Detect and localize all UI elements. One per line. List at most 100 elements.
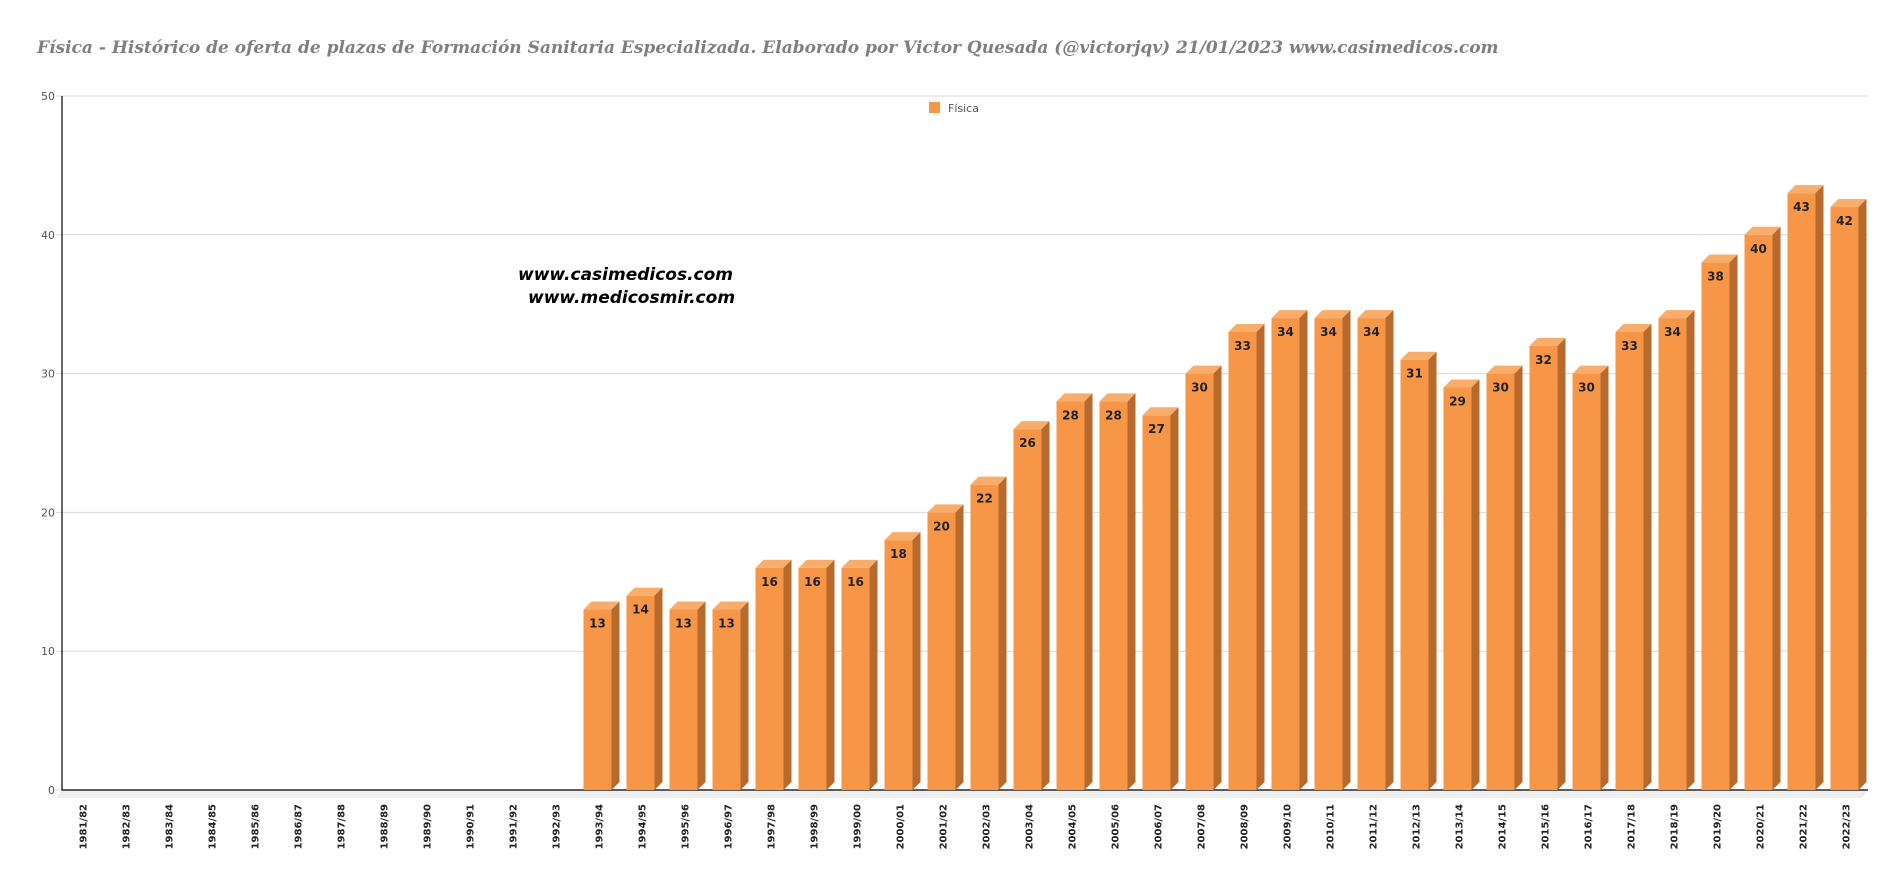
y-tick-label: 20 <box>41 506 55 519</box>
data-label: 13 <box>589 617 606 631</box>
x-tick-label: 2020/21 <box>1756 804 1767 849</box>
data-label: 13 <box>718 617 735 631</box>
watermark-line-1: www.casimedicos.com <box>518 265 734 285</box>
data-label: 33 <box>1234 339 1251 353</box>
y-tick-label: 10 <box>41 645 55 658</box>
x-tick-label: 2013/14 <box>1455 804 1466 849</box>
x-tick-label: 1985/86 <box>251 804 262 849</box>
x-tick-label: 2016/17 <box>1584 804 1595 849</box>
bar <box>583 601 620 790</box>
data-labels: 13 14 13 13 16 16 16 18 20 22 26 28 28 27 30 33 34 34 34 31… <box>589 200 1853 630</box>
x-tick-label: 2022/23 <box>1842 804 1853 849</box>
data-label: 32 <box>1535 353 1552 367</box>
x-tick-label: 2012/13 <box>1412 804 1423 849</box>
data-label: 38 <box>1707 270 1724 284</box>
x-tick-label: 2011/12 <box>1369 804 1380 849</box>
data-label: 30 <box>1578 381 1595 395</box>
axes <box>56 96 1868 798</box>
x-tick-label: 2002/03 <box>982 804 993 849</box>
x-tick-label: 1995/96 <box>681 804 692 849</box>
bar <box>1357 310 1394 790</box>
bar <box>1099 393 1136 790</box>
data-label: 33 <box>1621 339 1638 353</box>
x-tick-label: 1987/88 <box>337 804 348 849</box>
bar <box>1013 421 1050 790</box>
bar <box>755 559 792 790</box>
x-tick-label: 2018/19 <box>1670 804 1681 849</box>
data-label: 26 <box>1019 436 1036 450</box>
bar <box>1572 365 1609 790</box>
x-tick-label: 2007/08 <box>1197 804 1208 849</box>
x-tick-label: 2006/07 <box>1154 804 1165 849</box>
data-label: 34 <box>1277 325 1294 339</box>
bar <box>1400 351 1437 790</box>
x-tick-label: 1992/93 <box>552 804 563 849</box>
data-label: 22 <box>976 492 993 506</box>
bar <box>626 587 663 790</box>
x-tick-label: 2000/01 <box>896 804 907 849</box>
x-tick-label: 2009/10 <box>1283 804 1294 849</box>
x-tick-label: 1998/99 <box>810 804 821 849</box>
bar <box>841 559 878 790</box>
bar <box>712 601 749 790</box>
watermark-line-2: www.medicosmir.com <box>528 288 736 308</box>
data-label: 14 <box>632 603 649 617</box>
x-tick-label: 1997/98 <box>767 804 778 849</box>
bar <box>884 532 921 790</box>
x-tick-label: 1983/84 <box>165 804 176 849</box>
bar <box>1658 310 1695 790</box>
x-tick-label: 2014/15 <box>1498 804 1509 849</box>
x-tick-label: 2008/09 <box>1240 804 1251 849</box>
x-tick-label: 2003/04 <box>1025 804 1036 849</box>
legend-label: Física <box>948 102 979 115</box>
legend: Física <box>929 102 979 115</box>
chart-floor <box>56 790 1868 798</box>
data-label: 20 <box>933 519 950 533</box>
data-label: 31 <box>1406 367 1423 381</box>
x-tick-label: 2015/16 <box>1541 804 1552 849</box>
bar <box>1271 310 1308 790</box>
bar <box>1787 185 1824 790</box>
data-label: 40 <box>1750 242 1767 256</box>
x-tick-label: 2005/06 <box>1111 804 1122 849</box>
bar <box>1314 310 1351 790</box>
data-label: 34 <box>1363 325 1380 339</box>
bar <box>1443 379 1480 790</box>
bar <box>798 559 835 790</box>
data-label: 27 <box>1148 422 1165 436</box>
x-tick-label: 2004/05 <box>1068 804 1079 849</box>
data-label: 34 <box>1664 325 1681 339</box>
bar <box>1615 323 1652 790</box>
y-tick-label: 0 <box>48 784 55 797</box>
y-axis-ticks: 0 10 20 30 40 50 <box>41 90 55 797</box>
x-tick-label: 2019/20 <box>1713 804 1724 849</box>
data-label: 18 <box>890 547 907 561</box>
x-tick-label: 1989/90 <box>423 804 434 849</box>
bar <box>1228 323 1265 790</box>
x-tick-label: 1982/83 <box>122 804 133 849</box>
y-tick-label: 50 <box>41 90 55 103</box>
x-axis-ticks: 1981/82 1982/83 1983/84 1984/85 1985/86 1986/… <box>79 804 1853 849</box>
chart-title: Física - Histórico de oferta de plazas d… <box>37 38 1499 58</box>
x-tick-label: 1988/89 <box>380 804 391 849</box>
y-tick-label: 30 <box>41 368 55 381</box>
bar <box>1142 407 1179 790</box>
data-label: 42 <box>1836 214 1853 228</box>
bars <box>583 185 1867 791</box>
x-tick-label: 2001/02 <box>939 804 950 849</box>
bar <box>970 476 1007 790</box>
x-tick-label: 1981/82 <box>79 804 90 849</box>
data-label: 30 <box>1191 381 1208 395</box>
watermark: www.casimedicos.com www.medicosmir.com <box>518 264 735 310</box>
legend-swatch <box>929 102 940 113</box>
x-tick-label: 1994/95 <box>638 804 649 849</box>
x-tick-label: 1986/87 <box>294 804 305 849</box>
data-label: 16 <box>761 575 778 589</box>
x-tick-label: 1996/97 <box>724 804 735 849</box>
data-label: 29 <box>1449 394 1466 408</box>
data-label: 30 <box>1492 381 1509 395</box>
x-tick-label: 1999/00 <box>853 804 864 849</box>
x-tick-label: 1984/85 <box>208 804 219 849</box>
data-label: 16 <box>804 575 821 589</box>
